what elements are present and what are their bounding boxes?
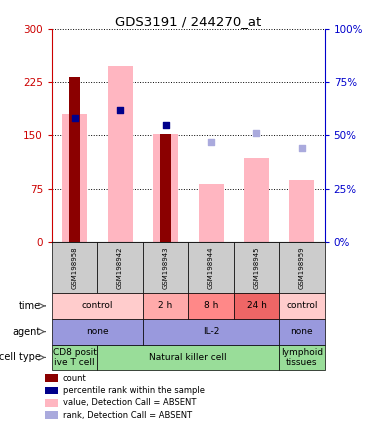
Text: GSM198943: GSM198943 xyxy=(162,246,168,289)
Text: value, Detection Call = ABSENT: value, Detection Call = ABSENT xyxy=(63,398,196,407)
Title: GDS3191 / 244270_at: GDS3191 / 244270_at xyxy=(115,15,262,28)
Text: none: none xyxy=(86,327,109,336)
Text: control: control xyxy=(82,301,113,310)
FancyBboxPatch shape xyxy=(52,293,143,319)
Bar xyxy=(45,411,58,419)
Bar xyxy=(45,387,58,394)
FancyBboxPatch shape xyxy=(143,242,188,293)
Point xyxy=(299,145,305,152)
Text: IL-2: IL-2 xyxy=(203,327,219,336)
FancyBboxPatch shape xyxy=(143,319,279,345)
Text: GSM198945: GSM198945 xyxy=(253,246,259,289)
Text: cell type: cell type xyxy=(0,353,41,362)
FancyBboxPatch shape xyxy=(279,293,325,319)
Text: count: count xyxy=(63,374,87,383)
Text: Natural killer cell: Natural killer cell xyxy=(150,353,227,362)
Point xyxy=(72,115,78,122)
Text: rank, Detection Call = ABSENT: rank, Detection Call = ABSENT xyxy=(63,411,192,420)
Text: time: time xyxy=(19,301,41,311)
Bar xyxy=(62,114,87,242)
Point xyxy=(117,106,123,113)
FancyBboxPatch shape xyxy=(97,345,279,370)
Point xyxy=(208,138,214,145)
Bar xyxy=(45,399,58,407)
FancyBboxPatch shape xyxy=(234,242,279,293)
Bar xyxy=(244,158,269,242)
Bar xyxy=(160,134,171,242)
FancyBboxPatch shape xyxy=(279,345,325,370)
Text: 2 h: 2 h xyxy=(158,301,173,310)
FancyBboxPatch shape xyxy=(97,242,143,293)
Bar xyxy=(69,77,80,242)
Text: 8 h: 8 h xyxy=(204,301,218,310)
Text: GSM198958: GSM198958 xyxy=(72,246,78,289)
Bar xyxy=(198,184,223,242)
Text: agent: agent xyxy=(13,327,41,337)
FancyBboxPatch shape xyxy=(52,345,97,370)
Text: GSM198942: GSM198942 xyxy=(117,246,123,289)
FancyBboxPatch shape xyxy=(279,242,325,293)
Point xyxy=(253,130,259,137)
Bar xyxy=(108,66,132,242)
Text: 24 h: 24 h xyxy=(246,301,266,310)
Text: lymphoid
tissues: lymphoid tissues xyxy=(281,348,323,367)
FancyBboxPatch shape xyxy=(143,293,188,319)
Text: GSM198959: GSM198959 xyxy=(299,246,305,289)
FancyBboxPatch shape xyxy=(188,242,234,293)
Text: none: none xyxy=(290,327,313,336)
Text: GSM198944: GSM198944 xyxy=(208,246,214,289)
FancyBboxPatch shape xyxy=(234,293,279,319)
Bar xyxy=(289,180,314,242)
FancyBboxPatch shape xyxy=(52,319,143,345)
Text: control: control xyxy=(286,301,318,310)
Point xyxy=(162,121,168,128)
FancyBboxPatch shape xyxy=(188,293,234,319)
Bar xyxy=(45,374,58,382)
FancyBboxPatch shape xyxy=(52,242,97,293)
Bar xyxy=(153,134,178,242)
FancyBboxPatch shape xyxy=(279,319,325,345)
Text: CD8 posit
ive T cell: CD8 posit ive T cell xyxy=(53,348,96,367)
Text: percentile rank within the sample: percentile rank within the sample xyxy=(63,386,205,395)
